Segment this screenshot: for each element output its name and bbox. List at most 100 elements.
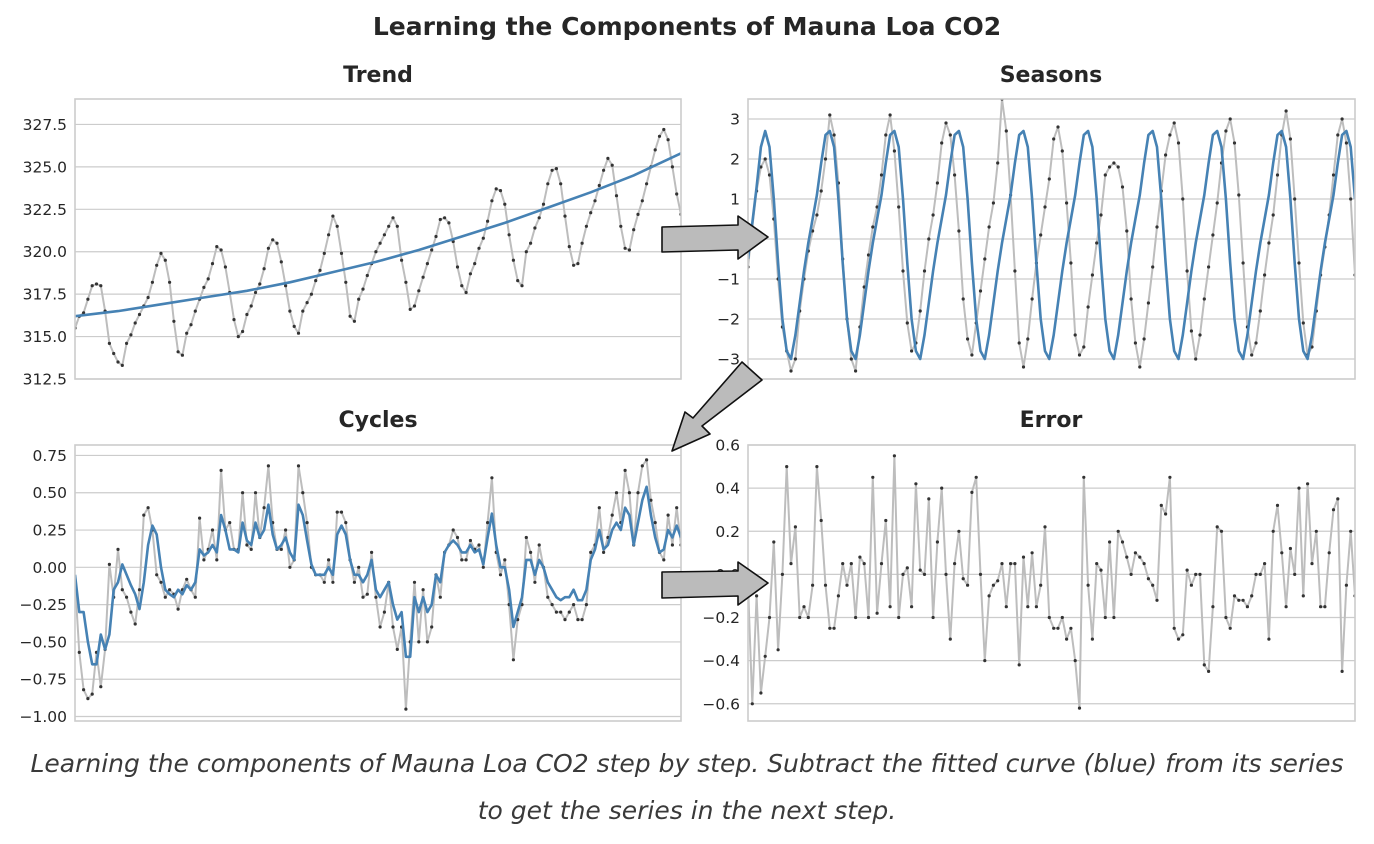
data-point <box>614 491 619 495</box>
data-point <box>819 518 823 523</box>
y-tick-label: 320.0 <box>23 243 67 261</box>
data-point <box>1034 605 1038 609</box>
data-point <box>228 521 232 525</box>
data-point <box>1129 297 1133 301</box>
y-tick-label: −2 <box>717 311 740 329</box>
data-point <box>815 213 819 217</box>
data-point <box>550 603 554 607</box>
data-point <box>1021 555 1026 559</box>
data-point <box>511 658 515 662</box>
data-point <box>910 349 914 353</box>
panel-title-cycles: Cycles <box>338 408 417 433</box>
data-point <box>1271 213 1275 217</box>
data-point <box>841 562 845 566</box>
data-point <box>425 640 429 644</box>
data-point <box>1026 605 1030 609</box>
data-point <box>623 468 627 472</box>
y-tick-label: −0.25 <box>20 596 68 614</box>
data-point <box>1263 562 1267 566</box>
data-point <box>1159 503 1163 507</box>
data-point <box>888 605 892 609</box>
data-point <box>1030 297 1034 301</box>
data-point <box>438 595 442 599</box>
data-point <box>567 610 571 614</box>
data-point <box>498 573 503 577</box>
data-point <box>978 572 983 577</box>
data-point <box>94 282 99 286</box>
data-point <box>352 319 356 323</box>
data-point <box>892 454 897 458</box>
data-point <box>305 301 309 305</box>
data-point <box>1185 269 1189 273</box>
data-point <box>477 246 481 250</box>
data-point <box>1009 562 1013 566</box>
data-point <box>559 182 563 186</box>
data-point <box>481 236 485 240</box>
data-point <box>953 173 957 177</box>
data-point <box>1133 341 1137 345</box>
flow-arrows <box>661 215 769 606</box>
data-point <box>1176 141 1181 145</box>
arrow-trend-to-seasons-icon <box>661 215 769 260</box>
data-point <box>1284 605 1288 609</box>
series-line-observed <box>748 99 1355 372</box>
data-point <box>215 245 219 249</box>
data-point <box>460 558 464 562</box>
data-point <box>133 622 137 626</box>
data-point <box>86 297 90 301</box>
data-point <box>640 464 644 468</box>
data-point <box>296 464 301 468</box>
data-point <box>1073 659 1077 663</box>
data-point <box>572 603 576 607</box>
data-point <box>382 233 386 237</box>
data-point <box>897 205 901 209</box>
data-point <box>1120 185 1125 189</box>
data-point <box>978 289 983 293</box>
data-point <box>155 263 159 267</box>
data-point <box>970 353 974 357</box>
data-point <box>447 221 451 225</box>
data-point <box>966 583 970 587</box>
data-point <box>987 594 991 598</box>
data-point <box>974 475 978 479</box>
data-point <box>789 562 793 566</box>
y-tick-label: −0.75 <box>20 671 68 689</box>
data-point <box>991 583 996 587</box>
data-point <box>1336 497 1340 501</box>
data-point <box>828 626 832 630</box>
data-point <box>823 583 828 587</box>
data-point <box>636 491 640 495</box>
data-point <box>1198 572 1202 577</box>
data-point <box>935 540 940 544</box>
data-point <box>675 192 679 196</box>
data-point <box>1207 669 1211 674</box>
data-point <box>486 521 490 525</box>
data-point <box>262 267 266 271</box>
data-point <box>378 241 382 245</box>
data-point <box>1146 301 1150 305</box>
data-point <box>1172 121 1176 125</box>
data-point <box>1224 129 1228 133</box>
data-point <box>168 588 172 592</box>
data-point <box>559 610 563 614</box>
data-point <box>1060 149 1064 153</box>
data-point <box>546 595 550 599</box>
data-point <box>1232 141 1237 145</box>
data-point <box>1232 594 1237 598</box>
data-point <box>443 216 447 220</box>
data-point <box>163 595 167 599</box>
data-point <box>1250 594 1254 598</box>
data-point <box>1052 137 1056 141</box>
data-point <box>412 304 417 308</box>
data-point <box>1090 273 1094 277</box>
y-tick-label: −3 <box>717 351 740 369</box>
data-point <box>1194 357 1198 361</box>
data-point <box>455 535 460 540</box>
data-point <box>948 637 952 641</box>
data-point <box>417 289 421 293</box>
data-point <box>348 314 352 318</box>
data-point <box>888 113 892 117</box>
data-point <box>202 558 206 562</box>
data-point <box>849 562 853 566</box>
data-point <box>511 258 515 262</box>
